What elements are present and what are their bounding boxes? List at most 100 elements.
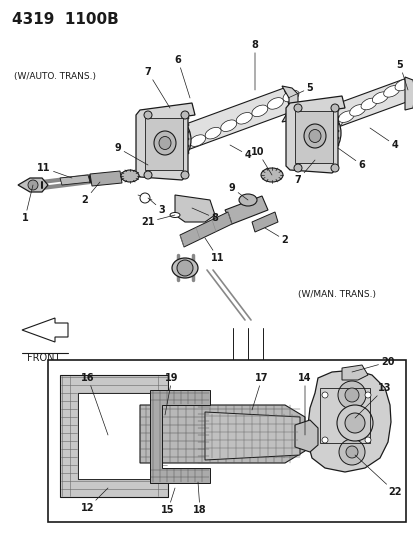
Ellipse shape [394, 79, 410, 91]
Ellipse shape [267, 98, 283, 109]
Text: 22: 22 [354, 455, 401, 497]
Polygon shape [324, 78, 411, 130]
Polygon shape [180, 212, 231, 247]
Circle shape [144, 171, 152, 179]
Circle shape [364, 437, 370, 443]
Ellipse shape [121, 170, 139, 182]
Text: 2: 2 [81, 182, 100, 205]
Text: 5: 5 [396, 60, 407, 90]
Polygon shape [404, 77, 413, 110]
Ellipse shape [236, 112, 252, 124]
Ellipse shape [173, 142, 190, 154]
Ellipse shape [303, 124, 325, 148]
Circle shape [344, 413, 364, 433]
Text: (W/MAN. TRANS.): (W/MAN. TRANS.) [297, 290, 375, 299]
Ellipse shape [189, 135, 205, 147]
Ellipse shape [170, 213, 180, 217]
Text: 6: 6 [337, 148, 365, 170]
Text: 11: 11 [204, 238, 224, 263]
Ellipse shape [251, 105, 267, 117]
Polygon shape [281, 86, 297, 122]
Bar [78, 393, 150, 479]
Circle shape [180, 171, 189, 179]
Circle shape [337, 381, 365, 409]
Ellipse shape [154, 131, 176, 155]
Ellipse shape [139, 113, 190, 167]
Bar [294, 111, 332, 163]
Text: 19: 19 [165, 373, 178, 415]
Ellipse shape [371, 92, 387, 103]
Circle shape [293, 164, 301, 172]
Ellipse shape [145, 119, 185, 161]
Text: 2: 2 [264, 228, 288, 245]
Polygon shape [294, 420, 317, 452]
Ellipse shape [171, 258, 197, 278]
Ellipse shape [294, 112, 334, 154]
Polygon shape [150, 390, 209, 483]
Text: 3: 3 [147, 198, 165, 215]
Ellipse shape [308, 130, 320, 142]
Text: 13: 13 [354, 383, 391, 418]
Text: FRONT: FRONT [27, 353, 61, 363]
Circle shape [28, 180, 38, 190]
Ellipse shape [337, 111, 354, 123]
Polygon shape [224, 196, 267, 224]
Circle shape [321, 392, 327, 398]
Ellipse shape [220, 120, 236, 132]
Circle shape [344, 388, 358, 402]
Circle shape [338, 439, 364, 465]
Ellipse shape [205, 127, 221, 139]
Ellipse shape [326, 117, 342, 129]
Text: 8: 8 [192, 208, 218, 223]
Circle shape [336, 405, 372, 441]
Ellipse shape [300, 118, 328, 148]
Polygon shape [204, 412, 299, 460]
Ellipse shape [383, 86, 399, 97]
Text: 12: 12 [81, 488, 108, 513]
Text: 11: 11 [37, 163, 72, 178]
Text: 4: 4 [230, 145, 251, 160]
Polygon shape [140, 405, 304, 463]
Text: 20: 20 [351, 357, 394, 372]
Circle shape [180, 111, 189, 119]
Text: 8: 8 [251, 40, 258, 90]
Polygon shape [285, 96, 344, 173]
Ellipse shape [288, 106, 340, 160]
Circle shape [345, 446, 357, 458]
Polygon shape [18, 178, 48, 192]
Circle shape [364, 392, 370, 398]
Polygon shape [175, 88, 290, 152]
Bar [48, 360, 405, 522]
Ellipse shape [159, 136, 171, 149]
Ellipse shape [349, 104, 365, 116]
Text: 5: 5 [287, 83, 313, 98]
Polygon shape [90, 171, 122, 186]
Polygon shape [136, 103, 195, 180]
Text: 7: 7 [144, 67, 170, 108]
Text: (W/AUTO. TRANS.): (W/AUTO. TRANS.) [14, 72, 96, 81]
Circle shape [330, 104, 338, 112]
Text: 15: 15 [161, 488, 175, 515]
Polygon shape [22, 318, 68, 342]
Circle shape [321, 437, 327, 443]
Polygon shape [307, 370, 390, 472]
Circle shape [177, 260, 192, 276]
Text: 4319  1100B: 4319 1100B [12, 12, 119, 27]
Text: 21: 21 [141, 215, 175, 227]
Circle shape [293, 104, 301, 112]
Polygon shape [175, 195, 214, 222]
Bar [145, 118, 183, 170]
Text: 7: 7 [294, 160, 314, 185]
Ellipse shape [360, 98, 376, 110]
Text: 14: 14 [297, 373, 311, 435]
Text: 10: 10 [251, 147, 271, 175]
Polygon shape [341, 365, 367, 380]
Text: 18: 18 [193, 482, 206, 515]
Text: 1: 1 [21, 185, 33, 223]
Circle shape [330, 164, 338, 172]
Text: 9: 9 [228, 183, 247, 200]
Text: 4: 4 [369, 128, 397, 150]
Ellipse shape [151, 125, 178, 155]
Text: 16: 16 [81, 373, 108, 435]
Bar [319, 388, 369, 443]
